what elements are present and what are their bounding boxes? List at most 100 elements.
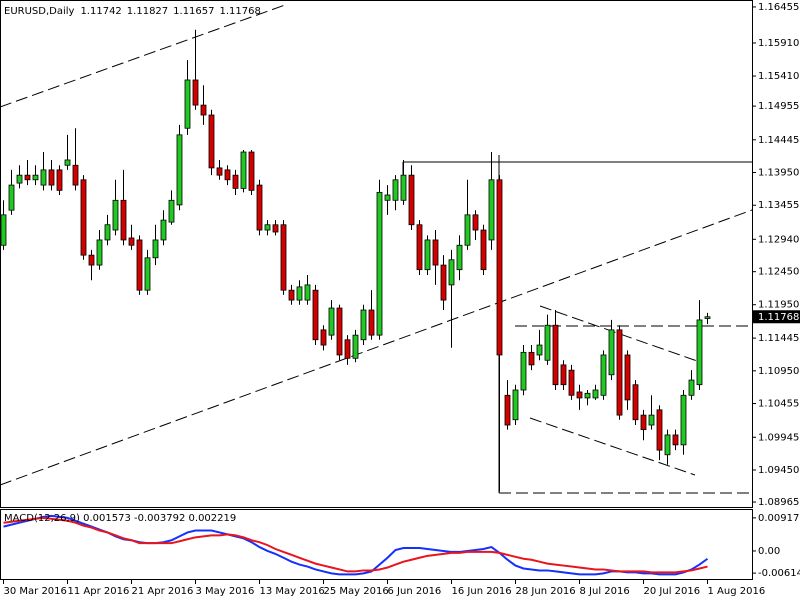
candle-body [8,184,15,211]
candle-body [360,309,367,341]
y-tick-label: 1.10455 [758,399,799,410]
candle-body [408,174,415,226]
x-tick-label: 11 Apr 2016 [68,586,130,597]
x-tick-label: 20 Jul 2016 [644,586,701,597]
candle-body [336,307,343,356]
candle-body [208,114,215,169]
candle-body [80,179,87,256]
x-tick-label: 16 Jun 2016 [452,586,512,597]
y-tick-label: 1.11950 [758,300,799,311]
x-tick-label: 1 Aug 2016 [708,586,766,597]
candle-body [552,324,559,386]
x-tick-label: 3 May 2016 [196,586,255,597]
x-tick-label: 30 Mar 2016 [4,586,67,597]
macd-title: MACD(12,26,9) 0.001573 -0.003792 0.00221… [4,513,236,524]
candle-body [256,184,263,231]
candle-body [544,324,551,361]
candle-body [528,351,535,366]
candle-body [152,239,159,259]
y-tick-label: 1.10950 [758,366,799,377]
y-tick-label: 1.15910 [758,38,799,49]
high-readout: 1.11827 [127,6,168,17]
candle-body [536,344,543,356]
macd-lines [3,514,709,576]
main-panel-frame [0,0,753,508]
candle-body [424,239,431,271]
candle-body [504,394,511,426]
axes: 1.16455 1.15910 1.15410 1.14955 1.14445 1.139… [3,2,800,597]
price-marker-label: 1.11768 [758,312,799,323]
chart-header: EURUSD,Daily 1.11742 1.11827 1.11657 1.11768 [4,6,261,17]
candle-body [640,414,647,431]
candle-body [384,194,391,201]
y-tick-label: 1.08965 [758,497,799,508]
candle-body [64,159,71,166]
candle-body [480,229,487,271]
candle-body [144,257,151,291]
candle-body [632,384,639,421]
candle-body [472,214,479,231]
trend-line [539,305,701,363]
candle-body [16,174,23,184]
macd-panel-frame [0,509,753,580]
candle-body [224,169,231,181]
candle-body [320,329,327,346]
y-tick-label: 1.14445 [758,135,799,146]
candle-body [304,284,311,301]
y-tick-label: -0.00614 [758,568,800,579]
x-tick-label: 6 Jun 2016 [388,586,442,597]
x-tick-label: 28 Jun 2016 [516,586,576,597]
close-readout: 1.11768 [220,6,261,17]
candle-body [352,334,359,359]
candle-body [616,329,623,416]
candle-body [344,339,351,359]
candle-body [496,179,503,356]
candle-body [488,179,495,241]
y-tick-label: 1.13455 [758,200,799,211]
candle-body [248,151,255,191]
candle-body [680,394,687,446]
candle-body [456,244,463,271]
candle-body [288,289,295,301]
candle-body [392,179,399,201]
macd-line [3,516,708,574]
candle-body [232,174,239,189]
candle-body [88,254,95,266]
trend-line [0,209,753,486]
candle-body [568,369,575,396]
price-marker [753,310,800,324]
x-tick-label: 13 May 2016 [260,586,325,597]
candle-body [328,307,335,336]
candle-body [656,409,663,451]
candle-body [576,391,583,399]
candle-body [240,151,247,189]
candle-body [672,434,679,446]
candle-body [96,239,103,266]
candle-body [216,167,223,176]
candle-body [104,224,111,241]
candle-body [136,239,143,291]
x-tick-label: 21 Apr 2016 [132,586,194,597]
candle-body [600,354,607,396]
candle-body [696,319,703,386]
y-tick-label: 1.09945 [758,432,799,443]
candle-body [464,214,471,246]
low-readout: 1.11657 [173,6,214,17]
candle-body [416,224,423,271]
candle-body [520,351,527,391]
candle-body [400,174,407,201]
y-tick-label: 1.16455 [758,2,799,13]
candle-body [0,214,7,246]
y-tick-label: 0.009171 [758,513,800,524]
x-tick-label: 8 Jul 2016 [580,586,630,597]
candle-body [48,169,55,186]
candle-body [56,169,63,191]
candle-body [128,237,135,246]
candle-body [512,389,519,421]
candle-body [584,392,591,399]
candle-body [560,364,567,386]
y-tick-label: 1.12450 [758,267,799,278]
y-tick-label: 1.14955 [758,101,799,112]
candle-body [312,289,319,341]
